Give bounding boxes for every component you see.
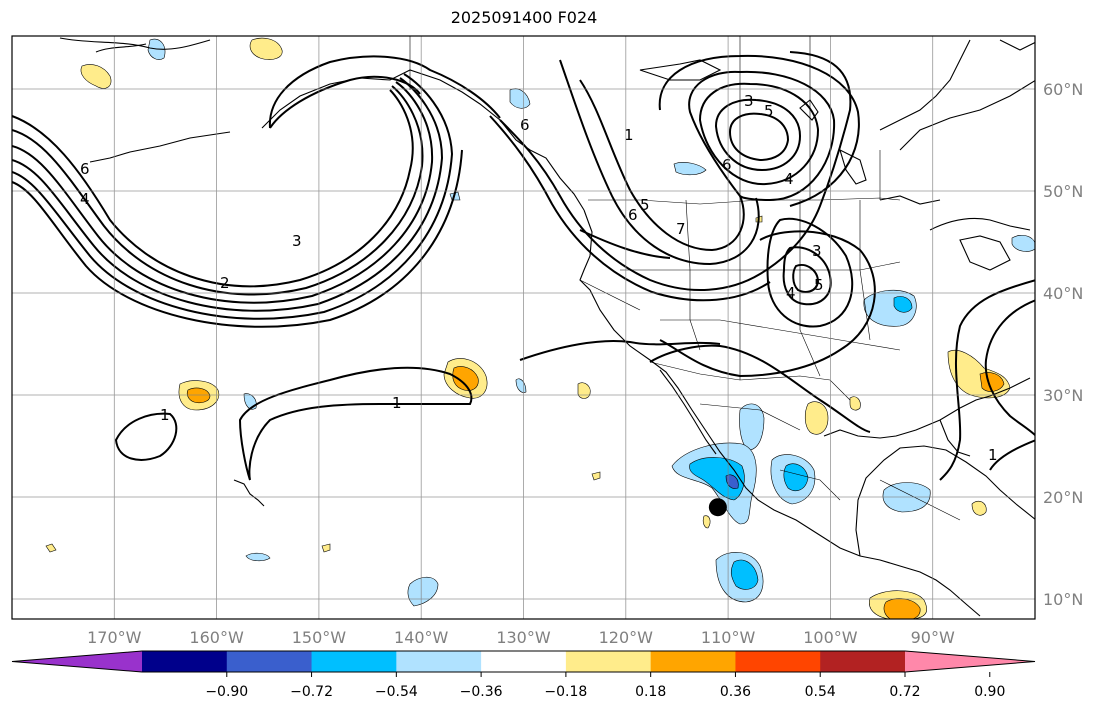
- contour-label: 3: [812, 242, 822, 260]
- contour-label: 5: [764, 102, 774, 120]
- latitude-label: 10°N: [1043, 590, 1083, 609]
- colorbar-segment: [481, 651, 567, 672]
- colorbar: [11, 650, 1036, 673]
- positive-anomaly-shading: [45, 37, 1011, 619]
- contour-label: 2: [220, 274, 230, 292]
- contour-label: 1: [160, 406, 170, 424]
- longitude-label: 170°W: [87, 628, 142, 647]
- colorbar-extend-high: [905, 651, 1035, 672]
- latitude-labels: 60°N 50°N 40°N 30°N 20°N 10°N: [1043, 80, 1083, 609]
- contour-label: 5: [640, 196, 650, 214]
- contour-label: 3: [292, 232, 302, 250]
- contour-label: 7: [676, 220, 686, 238]
- longitude-label: 120°W: [599, 628, 654, 647]
- latitude-label: 40°N: [1043, 284, 1083, 303]
- location-marker: [708, 498, 727, 517]
- contour-label: 6: [520, 116, 530, 134]
- map-title: 2025091400 F024: [450, 8, 598, 27]
- latitude-label: 20°N: [1043, 488, 1083, 507]
- colorbar-tick-label: −0.18: [544, 684, 587, 700]
- contour-label: 1: [988, 446, 998, 464]
- colorbar-segment: [226, 651, 313, 672]
- colorbar-tick-label: 0.36: [720, 684, 751, 700]
- contour-lines: [12, 51, 1035, 481]
- map-frame: [11, 35, 1036, 620]
- contour-label: 3: [744, 92, 754, 110]
- longitude-label: 150°W: [292, 628, 347, 647]
- colorbar-segment: [396, 651, 482, 672]
- colorbar-segment: [311, 651, 397, 672]
- colorbar-tick-label: 0.18: [635, 684, 666, 700]
- coastlines: [59, 37, 1035, 617]
- colorbar-tick-labels: −0.90 −0.72 −0.54 −0.36 −0.18 0.18 0.36 0.54 0.7…: [205, 672, 1005, 700]
- contour-label: 1: [392, 394, 402, 412]
- colorbar-tick-label: −0.36: [460, 684, 503, 700]
- contour-label: 5: [814, 276, 824, 294]
- colorbar-extend-low: [12, 651, 142, 672]
- colorbar-tick-label: −0.90: [205, 684, 248, 700]
- longitude-label: 140°W: [394, 628, 449, 647]
- latitude-label: 60°N: [1043, 80, 1083, 99]
- contour-label: 6: [628, 206, 638, 224]
- colorbar-segment: [650, 651, 736, 672]
- longitude-label: 110°W: [701, 628, 756, 647]
- longitude-label: 100°W: [803, 628, 858, 647]
- contour-label: 4: [80, 190, 90, 208]
- longitude-label: 160°W: [189, 628, 244, 647]
- negative-anomaly-shading: [147, 38, 1035, 607]
- gridlines: [12, 36, 1035, 619]
- longitude-labels: 170°W 160°W 150°W 140°W 130°W 120°W 110°W 100°W…: [87, 628, 955, 647]
- longitude-label: 130°W: [496, 628, 551, 647]
- colorbar-outline: [11, 650, 1036, 673]
- colorbar-tick-label: 0.54: [805, 684, 836, 700]
- colorbar-tick-label: −0.54: [375, 684, 418, 700]
- political-borders: [409, 36, 961, 521]
- contour-label: 6: [722, 156, 732, 174]
- latitude-label: 30°N: [1043, 386, 1083, 405]
- contour-label: 1: [624, 126, 634, 144]
- colorbar-tick-label: −0.72: [290, 684, 333, 700]
- colorbar-segment: [565, 651, 652, 672]
- colorbar-segment: [142, 651, 228, 672]
- colorbar-tick-label: 0.90: [974, 684, 1005, 700]
- colorbar-segment: [820, 651, 906, 672]
- longitude-label: 90°W: [911, 628, 955, 647]
- colorbar-tick-label: 0.72: [889, 684, 920, 700]
- contour-label: 6: [80, 160, 90, 178]
- contour-label: 4: [784, 170, 794, 188]
- latitude-label: 50°N: [1043, 182, 1083, 201]
- colorbar-segment: [735, 651, 821, 672]
